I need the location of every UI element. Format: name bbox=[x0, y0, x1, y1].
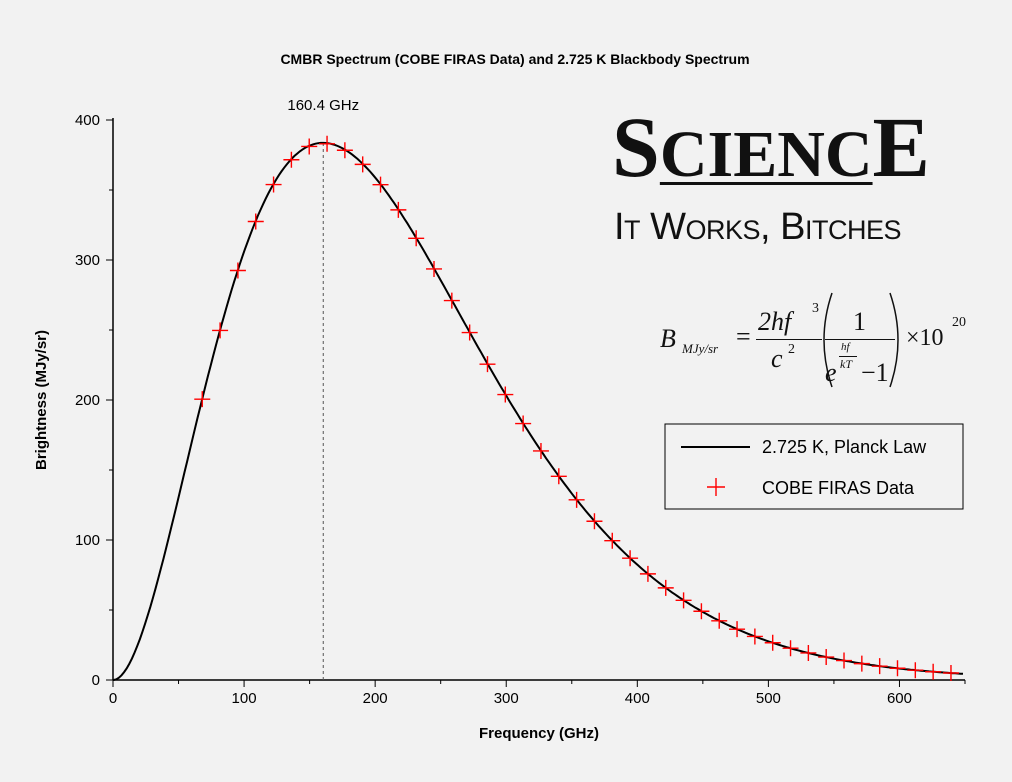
legend-label-firas: COBE FIRAS Data bbox=[762, 478, 915, 498]
firas-data-point bbox=[800, 644, 817, 661]
x-axis-label: Frequency (GHz) bbox=[479, 725, 599, 742]
y-tick-label: 400 bbox=[75, 112, 100, 129]
y-tick-label: 200 bbox=[75, 392, 100, 409]
firas-data-point bbox=[729, 621, 746, 638]
firas-data-point bbox=[871, 658, 888, 675]
firas-data-point bbox=[194, 391, 211, 408]
firas-data-point bbox=[818, 649, 835, 666]
formula-num-exp: 3 bbox=[812, 301, 819, 316]
firas-data-point bbox=[301, 138, 318, 155]
x-tick-label: 100 bbox=[232, 690, 257, 707]
firas-data-point bbox=[853, 655, 870, 672]
formula-num: 2hf bbox=[758, 307, 792, 336]
formula-den: c bbox=[771, 344, 783, 373]
planck-curve bbox=[113, 141, 964, 681]
firas-data-point bbox=[711, 612, 728, 629]
firas-data-point bbox=[461, 324, 478, 341]
formula-minus1: −1 bbox=[861, 358, 889, 387]
science-mid: CIENC bbox=[659, 118, 873, 191]
formula-den-exp: 2 bbox=[788, 342, 795, 357]
formula-bar bbox=[756, 339, 822, 340]
firas-data-point bbox=[622, 550, 639, 567]
science-e: E bbox=[872, 99, 930, 195]
firas-data-point bbox=[426, 260, 443, 277]
firas-data-point bbox=[568, 491, 585, 508]
firas-data-point bbox=[497, 386, 514, 403]
paren-right bbox=[889, 292, 899, 388]
x-tick-label: 200 bbox=[363, 690, 388, 707]
x-tick-label: 300 bbox=[494, 690, 519, 707]
peak-label: 160.4 GHz bbox=[287, 97, 359, 114]
chart-title: CMBR Spectrum (COBE FIRAS Data) and 2.72… bbox=[280, 51, 749, 67]
firas-data-point bbox=[639, 565, 656, 582]
legend-label-planck: 2.725 K, Planck Law bbox=[762, 437, 927, 457]
tagline: It Works, Bitches bbox=[614, 206, 901, 248]
firas-data-point bbox=[586, 513, 603, 530]
science-logo: SCIENCE bbox=[612, 104, 972, 190]
firas-data-point bbox=[693, 603, 710, 620]
formula-bar-3 bbox=[839, 356, 857, 357]
formula-e: e bbox=[825, 358, 837, 387]
firas-data-point bbox=[746, 628, 763, 645]
x-tick-label: 0 bbox=[109, 690, 117, 707]
firas-data-point bbox=[372, 176, 389, 193]
firas-data-point bbox=[319, 135, 336, 152]
firas-data-point bbox=[408, 230, 425, 247]
legend-plus-swatch bbox=[707, 478, 725, 496]
firas-data-point bbox=[443, 292, 460, 309]
formula-b: B bbox=[660, 324, 676, 353]
formula-bar-2 bbox=[825, 339, 895, 340]
firas-data-point bbox=[479, 356, 496, 373]
firas-data-point bbox=[532, 442, 549, 459]
y-tick-label: 300 bbox=[75, 252, 100, 269]
legend-box bbox=[664, 423, 964, 510]
paren-left bbox=[823, 292, 833, 388]
x-tick-label: 400 bbox=[625, 690, 650, 707]
formula-one: 1 bbox=[853, 307, 866, 336]
y-tick-label: 0 bbox=[92, 672, 100, 689]
firas-data-point bbox=[764, 634, 781, 651]
firas-data-point bbox=[675, 592, 692, 609]
firas-data-point bbox=[229, 262, 246, 279]
firas-data-point bbox=[283, 151, 300, 168]
firas-data-point bbox=[604, 532, 621, 549]
formula-exp20: 20 bbox=[952, 315, 966, 330]
firas-data-point bbox=[354, 156, 371, 173]
formula-eq: = bbox=[736, 322, 751, 351]
firas-data-point bbox=[836, 652, 853, 669]
firas-data-point bbox=[782, 640, 799, 657]
firas-data-point bbox=[889, 660, 906, 677]
firas-data-point bbox=[212, 322, 229, 339]
y-tick-label: 100 bbox=[75, 532, 100, 549]
firas-data-point bbox=[336, 142, 353, 159]
formula-kt: kT bbox=[840, 357, 852, 371]
firas-data-point bbox=[925, 663, 942, 680]
firas-data-point bbox=[657, 579, 674, 596]
formula-times: ×10 bbox=[906, 325, 944, 351]
x-tick-label: 500 bbox=[756, 690, 781, 707]
formula-hf: hf bbox=[841, 341, 850, 353]
firas-data-point bbox=[942, 665, 959, 681]
firas-data-point bbox=[515, 415, 532, 432]
x-tick-label: 600 bbox=[887, 690, 912, 707]
firas-data-point bbox=[265, 176, 282, 193]
firas-data-point bbox=[247, 213, 264, 230]
formula-sub: MJy/sr bbox=[682, 341, 719, 356]
science-s: S bbox=[612, 99, 660, 195]
firas-data-point bbox=[390, 201, 407, 218]
firas-data-point bbox=[550, 468, 567, 485]
y-axis-label: Brightness (MJy/sr) bbox=[33, 330, 50, 470]
firas-data-point bbox=[907, 662, 924, 679]
